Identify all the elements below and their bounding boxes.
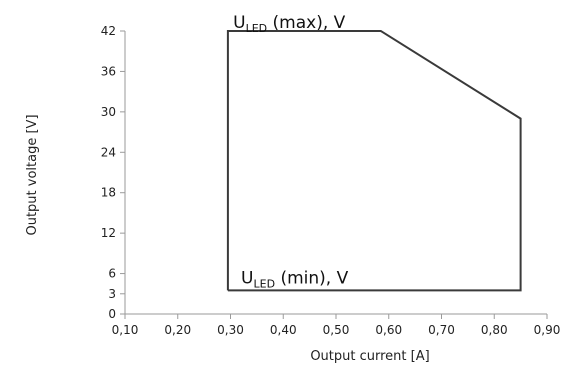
u-led-min-annotation: ULED (min), V [241,268,349,290]
series-layer [226,30,522,292]
x-tick-label: 0,40 [270,323,297,337]
y-tick-label: 12 [101,226,116,240]
x-tick-label: 0,10 [112,323,139,337]
x-axis-ticks: 0,10 0,20 0,30 0,40 0,50 0,60 0,70 0,80 0,90 [112,314,561,337]
operating-window-line [226,30,522,292]
u-led-max-annotation: ULED (max), V [233,13,346,35]
x-tick-label: 0,80 [481,323,508,337]
y-tick-label: 42 [101,24,116,38]
annotations: ULED (max), V ULED (min), V [233,13,348,290]
y-tick-label: 36 [101,64,116,78]
y-tick-label: 18 [101,186,116,200]
x-axis-label: Output current [A] [310,349,429,364]
x-tick-label: 0,70 [428,323,455,337]
y-tick-label: 0 [108,307,116,321]
y-tick-label: 24 [101,145,116,159]
y-axis-label: Output voltage [V] [25,114,40,235]
y-tick-label: 30 [101,105,116,119]
x-tick-label: 0,30 [217,323,244,337]
x-tick-label: 0,20 [164,323,191,337]
x-tick-label: 0,50 [323,323,350,337]
x-tick-label: 0,60 [375,323,402,337]
x-tick-label: 0,90 [534,323,561,337]
y-tick-label: 6 [108,267,116,281]
y-tick-label: 3 [108,287,116,301]
